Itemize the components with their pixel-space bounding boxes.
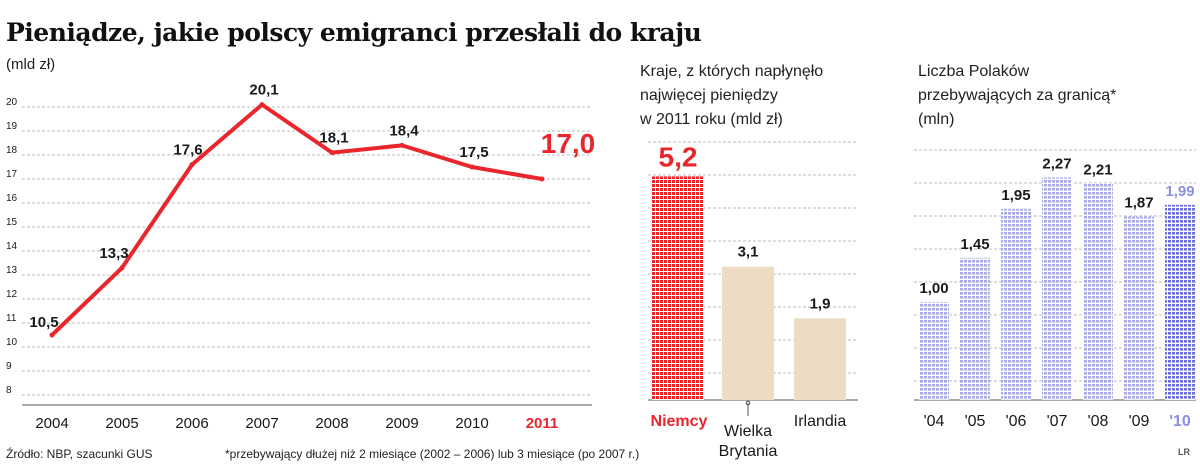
data-point [259, 102, 265, 108]
y-tick-label: 17 [6, 169, 18, 180]
x-tick-label: 2010 [455, 415, 488, 432]
data-value-label: 10,5 [29, 314, 58, 331]
data-value-label: 18,1 [319, 130, 348, 147]
data-value-label: 20,1 [249, 82, 278, 99]
data-value-label: 17,5 [459, 144, 488, 161]
bar [960, 257, 990, 400]
author-signature: LR [1178, 447, 1190, 457]
category-label: '09 [1129, 413, 1150, 430]
bar-value-label: 2,21 [1083, 161, 1112, 178]
category-label: '08 [1088, 413, 1109, 430]
data-point [399, 142, 405, 148]
chart-title: Pieniądze, jakie polscy emigranci przesł… [6, 18, 702, 47]
chart2-title-line: najwięcej pieniędzy [640, 87, 778, 104]
chart2-title: Kraje, z których napłynęło najwięcej pie… [640, 60, 823, 132]
bar-value-label: 1,99 [1165, 183, 1194, 200]
footnote: *przebywający dłużej niż 2 miesiące (200… [225, 447, 640, 461]
bar-value-label: 1,9 [810, 295, 831, 312]
y-tick-label: 16 [6, 193, 18, 204]
bar [1001, 208, 1031, 400]
x-tick-label: 2009 [385, 415, 418, 432]
data-point [539, 176, 545, 182]
y-tick-label: 13 [6, 265, 18, 276]
x-tick-label: 2011 [526, 415, 559, 432]
bar [919, 301, 949, 400]
data-point [189, 162, 195, 168]
bar [1042, 177, 1072, 400]
bar-value-label: 1,87 [1124, 195, 1153, 212]
x-tick-label: 2005 [105, 415, 138, 432]
y-tick-label: 11 [6, 313, 17, 324]
chart2-title-line: w 2011 roku (mld zł) [640, 111, 783, 128]
data-point [49, 332, 55, 338]
y-tick-label: 9 [6, 361, 12, 372]
y-tick-label: 8 [6, 385, 12, 396]
line-chart: 8 9 10 11 12 13 14 15 16 17 18 19 20 10,5 13,3 17,6 20,1… [6, 82, 595, 432]
x-tick-label: 2007 [245, 415, 278, 432]
y-tick-label: 14 [6, 241, 18, 252]
y-tick-label: 15 [6, 217, 18, 228]
chart3-title: Liczba Polaków przebywających za granicą… [918, 60, 1116, 132]
y-tick-label: 12 [6, 289, 18, 300]
bar-value-label: 1,45 [960, 236, 989, 253]
data-value-label: 18,4 [389, 122, 419, 139]
leader-dot [745, 400, 751, 406]
y-tick-label: 10 [6, 337, 18, 348]
data-point [119, 265, 125, 271]
x-tick-label: 2004 [35, 415, 68, 432]
x-tick-label: 2006 [175, 415, 208, 432]
chart2-title-line: Kraje, z których napłynęło [640, 63, 824, 80]
category-label: Brytania [719, 443, 778, 460]
country-bar-chart: 5,2 Niemcy 3,1 Wielka Brytania 1,9 Irlandia [648, 141, 858, 460]
emigrants-bar-chart: 1,00 '04 1,45 '05 1,95 '06 2,27 '07 2,21 '08 1,87 '… [914, 149, 1196, 430]
category-label: '10 [1169, 413, 1191, 430]
chart3-title-line: przebywających za granicą* [918, 87, 1117, 104]
bar-value-label: 1,95 [1001, 187, 1030, 204]
bar [1165, 204, 1195, 400]
y-tick-label: 18 [6, 145, 18, 156]
x-tick-label: 2008 [315, 415, 348, 432]
data-value-label: 17,6 [173, 142, 202, 159]
category-label: Wielka [724, 423, 772, 440]
category-label: Niemcy [651, 413, 708, 430]
y-tick-label: 20 [6, 97, 18, 108]
bar [794, 318, 846, 400]
category-label: Irlandia [794, 413, 847, 430]
y-tick-label: 19 [6, 121, 18, 132]
data-line [50, 102, 544, 337]
chart3-title-line: Liczba Polaków [918, 63, 1030, 80]
data-value-label: 13,3 [99, 245, 128, 262]
data-point [329, 150, 335, 156]
bar-value-label: 1,00 [919, 280, 948, 297]
chart3-title-line: (mln) [918, 111, 955, 128]
bar [1083, 183, 1113, 400]
data-value-label: 17,0 [541, 128, 596, 159]
category-label: '05 [965, 413, 986, 430]
bar-value-label: 5,2 [659, 141, 698, 172]
bar [722, 266, 774, 400]
category-label: '06 [1006, 413, 1027, 430]
chart1-unit-label: (mld zł) [6, 56, 56, 73]
category-label: '07 [1047, 413, 1068, 430]
bar-value-label: 3,1 [738, 244, 759, 261]
category-label: '04 [924, 413, 945, 430]
bar [1124, 216, 1154, 400]
bar [652, 176, 704, 400]
bar-value-label: 2,27 [1042, 155, 1071, 172]
source-note: Źródło: NBP, szacunki GUS [6, 447, 153, 461]
data-point [469, 164, 475, 170]
